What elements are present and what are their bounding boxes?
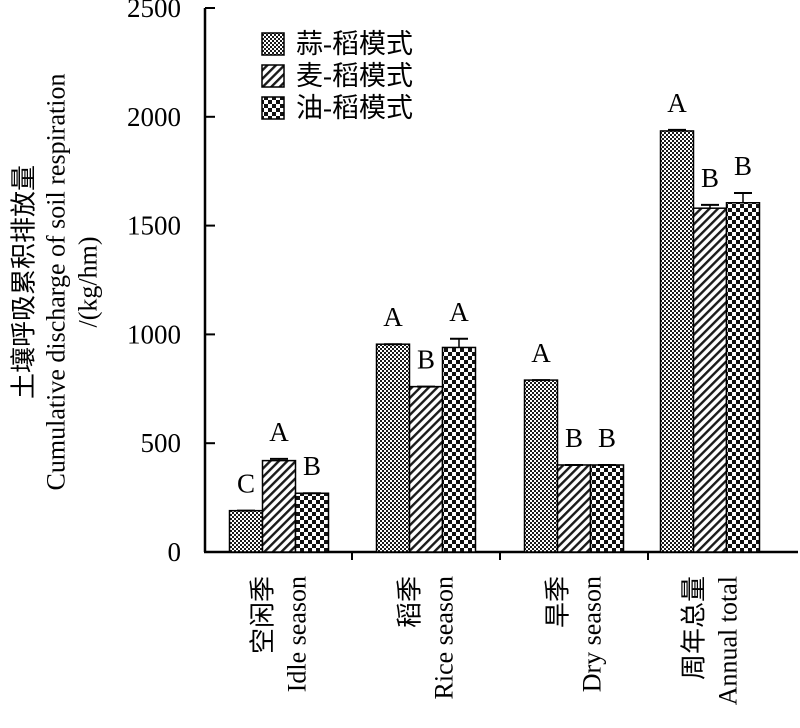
significance-label: A [531, 338, 551, 368]
category-label-zh: 稻季 [396, 576, 425, 628]
significance-label: B [417, 345, 435, 375]
significance-label: B [701, 163, 719, 193]
bars [228, 128, 761, 553]
y-axis-title-unit: /(kg/hm) [74, 237, 103, 328]
category-label-en: Rice season [430, 576, 459, 699]
significance-label: B [565, 423, 583, 453]
significance-label: A [667, 88, 687, 118]
legend-swatch [261, 96, 285, 120]
legend-label: 麦-稻模式 [296, 61, 413, 91]
y-axis-title: 土壤呼吸累积排放量 Cumulative discharge of soil r… [10, 74, 103, 491]
y-tick-label: 1000 [127, 319, 181, 349]
significance-label: B [734, 151, 752, 181]
category-label-zh: 周年总量 [680, 576, 709, 680]
bar [408, 385, 444, 553]
bar [441, 346, 477, 553]
y-tick-label: 2000 [127, 102, 181, 132]
significance-label: A [269, 417, 289, 447]
category-labels: 空闲季 Idle season 稻季 Rice season 旱季 Dry season 周… [249, 576, 743, 705]
legend-label: 蒜-稻模式 [296, 29, 413, 59]
category-label-en: Annual total [714, 576, 743, 705]
significance-label: A [449, 297, 469, 327]
legend-swatch [261, 64, 285, 88]
significance-label: A [383, 302, 403, 332]
y-tick-label: 0 [168, 537, 182, 567]
bar [589, 464, 625, 553]
category-label-en: Idle season [283, 576, 312, 692]
y-tick-label: 1500 [127, 211, 181, 241]
y-tick-label: 500 [141, 428, 182, 458]
y-axis-title-zh: 土壤呼吸累积排放量 [10, 165, 39, 399]
bar [523, 379, 559, 553]
legend-label: 油-稻模式 [296, 93, 413, 123]
significance-label: B [303, 451, 321, 481]
bar [556, 464, 592, 553]
category-label-zh: 空闲季 [249, 576, 278, 654]
significance-label: C [237, 469, 255, 499]
category-label-en: Dry season [578, 576, 607, 692]
bar [725, 202, 761, 553]
bar [375, 343, 411, 553]
significance-label: B [598, 423, 616, 453]
category-label-zh: 旱季 [544, 576, 573, 628]
bar [294, 492, 330, 553]
bar [692, 207, 728, 553]
y-axis-title-en: Cumulative discharge of soil respiration [42, 74, 71, 491]
bar [228, 509, 264, 553]
legend-swatch [261, 32, 285, 56]
bar [261, 459, 297, 553]
bar [659, 130, 695, 553]
y-tick-label: 2500 [127, 0, 181, 23]
